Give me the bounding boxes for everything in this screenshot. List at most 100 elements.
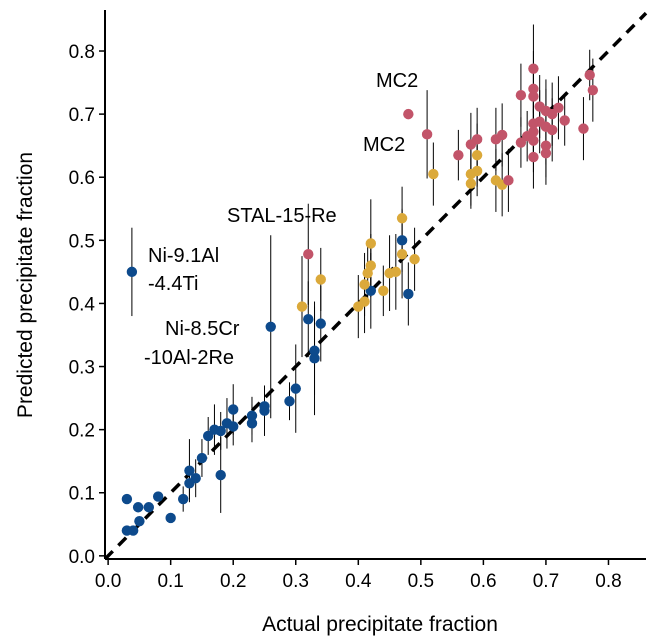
x-tick-label: 0.2 — [220, 571, 246, 592]
annotation-ni-8-5cr-line2: -10Al-2Re — [144, 347, 234, 369]
data-point-blue — [228, 421, 239, 432]
data-point-blue — [309, 345, 320, 356]
data-point-blue — [215, 469, 226, 481]
data-point-blue — [246, 418, 258, 429]
x-axis-title: Actual precipitate fraction — [262, 613, 498, 636]
data-point-red — [528, 91, 539, 102]
data-point-blue — [396, 235, 408, 246]
data-point-red — [553, 102, 564, 114]
y-axis-title: Predicted precipitate fraction — [14, 152, 37, 418]
annotation-ni-9-1al-line2: -4.4Ti — [148, 273, 198, 295]
x-tick-label: 0.8 — [595, 571, 621, 592]
data-point-red — [515, 89, 527, 101]
y-tick-label: 0.8 — [69, 42, 95, 63]
annotation-ni-8-5cr-line1: Ni-8.5Cr — [165, 318, 240, 340]
data-point-blue — [177, 493, 189, 505]
data-point-blue — [315, 318, 326, 329]
data-point-yellow — [359, 296, 370, 307]
y-tick-label: 0.3 — [69, 358, 95, 379]
data-point-red — [559, 115, 570, 126]
y-tick-label: 0.2 — [69, 421, 95, 442]
data-point-red — [578, 123, 589, 134]
data-point-yellow — [365, 260, 377, 271]
y-tick-label: 0.7 — [69, 105, 95, 126]
data-point-red — [546, 108, 558, 120]
data-point-red — [471, 134, 483, 145]
data-point-blue — [284, 396, 295, 407]
data-point-yellow — [396, 249, 408, 260]
data-point-red — [528, 151, 539, 163]
y-tick-label: 0.1 — [69, 484, 95, 505]
ticks: 0.0 0.1 0.2 0.3 0.4 0.5 0.6 0.7 0.8 0.0 0.1 0.2 0.3 0… — [69, 42, 622, 592]
data-point-blue — [152, 491, 164, 502]
data-point-yellow — [315, 274, 326, 285]
data-point-red — [515, 137, 527, 148]
annotation-ni-9-1al-line1: Ni-9.1Al — [148, 245, 219, 267]
y-tick-label: 0.0 — [69, 547, 95, 568]
data-point-red — [503, 175, 514, 186]
data-point-blue — [127, 525, 139, 536]
data-point-blue — [121, 493, 133, 505]
axes — [104, 10, 646, 560]
data-point-blue — [190, 473, 201, 484]
annotation-mc2-lower: MC2 — [363, 134, 405, 156]
annotation-stal-15-re: STAL-15-Re — [227, 205, 337, 227]
data-points — [121, 63, 599, 536]
data-point-red — [528, 126, 539, 137]
data-point-blue — [202, 430, 214, 442]
data-point-blue — [228, 404, 239, 415]
data-point-blue — [365, 285, 377, 297]
data-point-red — [403, 108, 414, 120]
x-tick-label: 0.1 — [157, 571, 183, 592]
data-point-yellow — [365, 238, 377, 249]
y-tick-label: 0.6 — [69, 168, 95, 189]
data-point-blue — [403, 288, 414, 300]
x-tick-label: 0.3 — [283, 571, 309, 592]
data-point-blue — [134, 515, 145, 527]
data-point-blue — [265, 321, 276, 332]
data-point-blue — [196, 452, 208, 464]
data-point-blue — [215, 425, 226, 437]
data-point-red — [303, 249, 314, 260]
y-tick-label: 0.5 — [69, 231, 95, 252]
data-point-red — [421, 129, 433, 140]
data-point-blue — [132, 502, 144, 513]
data-point-blue — [259, 401, 270, 412]
data-point-yellow — [428, 168, 439, 180]
data-point-red — [546, 124, 558, 136]
data-point-yellow — [465, 178, 477, 189]
x-tick-label: 0.6 — [470, 571, 496, 592]
data-point-red — [587, 84, 599, 96]
x-tick-label: 0.5 — [408, 571, 434, 592]
x-tick-label: 0.0 — [95, 571, 121, 592]
data-point-yellow — [396, 213, 408, 224]
data-point-red — [540, 148, 552, 159]
data-point-yellow — [409, 254, 420, 265]
x-tick-label: 0.4 — [345, 571, 372, 592]
data-point-yellow — [390, 266, 402, 278]
annotation-mc2-upper: MC2 — [376, 70, 418, 92]
identity-reference-line — [103, 11, 648, 561]
data-point-blue — [165, 512, 176, 524]
data-point-yellow — [471, 165, 483, 177]
data-point-red — [528, 83, 539, 95]
data-point-blue — [303, 314, 314, 325]
data-point-yellow — [471, 149, 483, 161]
y-tick-label: 0.4 — [69, 294, 96, 315]
data-point-blue — [246, 410, 258, 421]
data-point-red — [528, 63, 539, 74]
data-point-red — [496, 129, 508, 141]
data-point-yellow — [378, 285, 389, 297]
data-point-red — [584, 69, 595, 81]
data-point-yellow — [359, 279, 370, 290]
data-point-red — [528, 135, 539, 146]
data-point-blue — [143, 502, 154, 513]
data-point-yellow — [296, 301, 308, 312]
data-point-blue — [184, 465, 195, 476]
data-point-red — [540, 140, 552, 151]
x-tick-label: 0.7 — [533, 571, 559, 592]
data-point-blue — [290, 383, 301, 394]
data-point-blue — [126, 266, 138, 278]
data-point-red — [453, 149, 464, 161]
